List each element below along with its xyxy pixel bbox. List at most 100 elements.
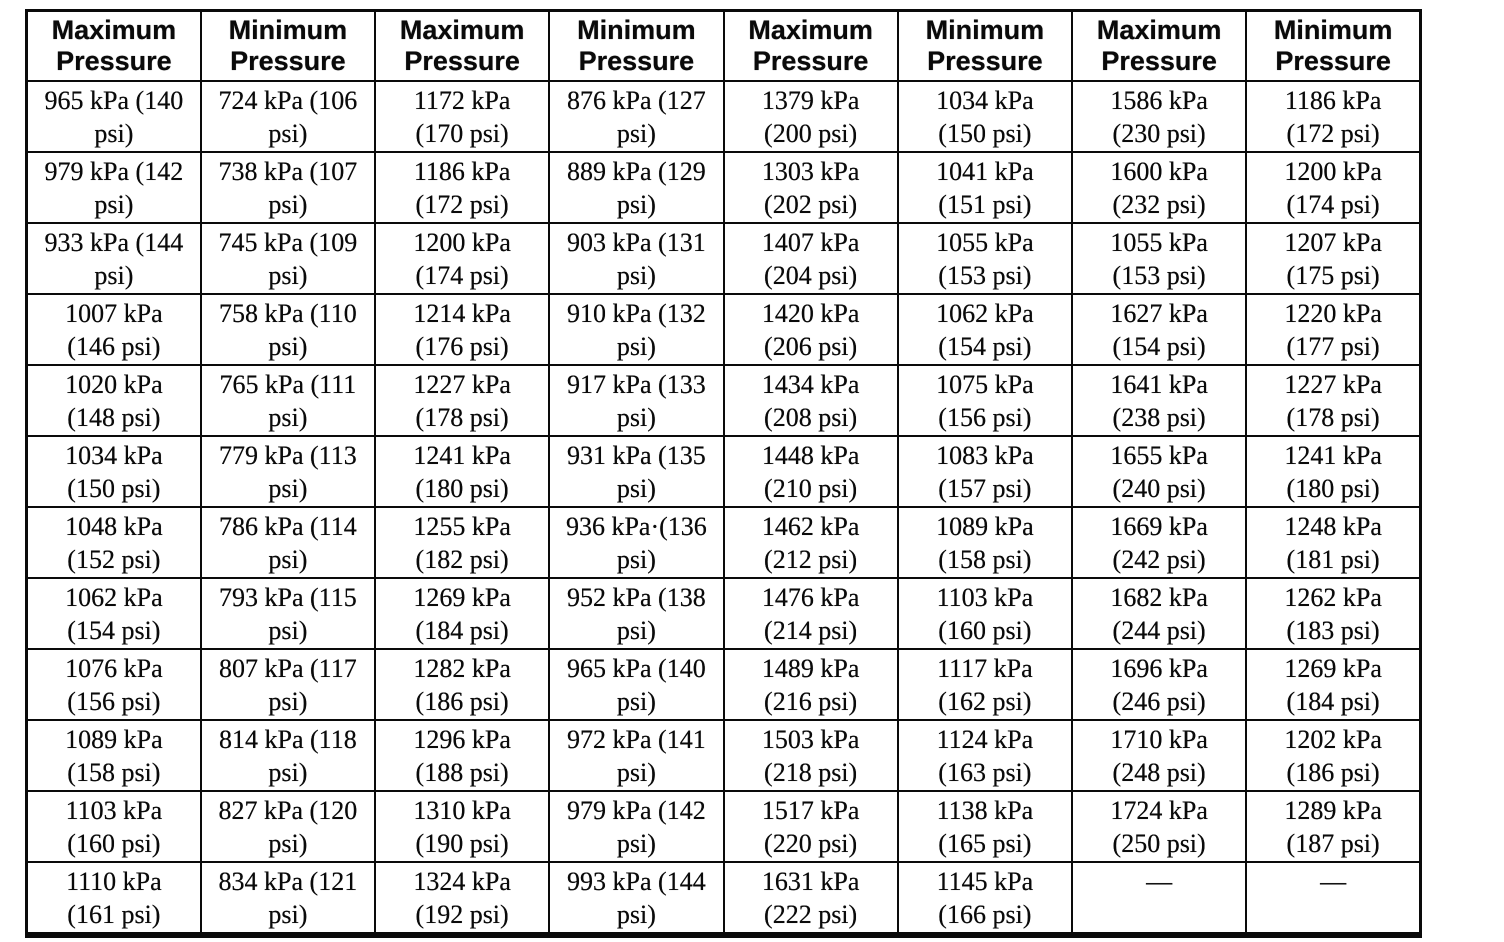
pressure-table-body: 965 kPa (140 psi) 724 kPa (106 psi) 1172 k… bbox=[25, 80, 1422, 936]
table-cell: 1641 kPa (238 psi) bbox=[1070, 364, 1248, 437]
table-cell: 1007 kPa (146 psi) bbox=[25, 293, 202, 366]
table-cell: 1517 kPa (220 psi) bbox=[722, 790, 899, 863]
column-header: Minimum Pressure bbox=[896, 9, 1074, 82]
table-cell: 1048 kPa (152 psi) bbox=[25, 506, 202, 579]
column-header: Maximum Pressure bbox=[373, 9, 551, 82]
table-row: 1034 kPa (150 psi) 779 kPa (113 psi) 1241 … bbox=[25, 435, 1422, 508]
table-cell: 1172 kPa (170 psi) bbox=[373, 80, 551, 153]
table-row: 1048 kPa (152 psi) 786 kPa (114 psi) 1255 … bbox=[25, 506, 1422, 579]
column-header: Maximum Pressure bbox=[722, 9, 899, 82]
table-row: 1103 kPa (160 psi) 827 kPa (120 psi) 1310 … bbox=[25, 790, 1422, 863]
table-cell: 1241 kPa (180 psi) bbox=[1245, 435, 1422, 508]
table-cell: 1034 kPa (150 psi) bbox=[896, 80, 1074, 153]
table-cell: 1062 kPa (154 psi) bbox=[896, 293, 1074, 366]
table-cell: 1227 kPa (178 psi) bbox=[1245, 364, 1422, 437]
table-cell: 1476 kPa (214 psi) bbox=[722, 577, 899, 650]
table-cell: 1076 kPa (156 psi) bbox=[25, 648, 202, 721]
table-cell: 834 kPa (121 psi) bbox=[199, 861, 377, 936]
table-cell: 724 kPa (106 psi) bbox=[199, 80, 377, 153]
table-cell: 1269 kPa (184 psi) bbox=[1245, 648, 1422, 721]
column-header: Minimum Pressure bbox=[548, 9, 725, 82]
table-cell: 738 kPa (107 psi) bbox=[199, 151, 377, 224]
table-cell: 1586 kPa (230 psi) bbox=[1070, 80, 1248, 153]
table-cell: 1207 kPa (175 psi) bbox=[1245, 222, 1422, 295]
table-cell: 1034 kPa (150 psi) bbox=[25, 435, 202, 508]
column-header: Minimum Pressure bbox=[1245, 9, 1422, 82]
table-row: 1110 kPa (161 psi) 834 kPa (121 psi) 1324 … bbox=[25, 861, 1422, 936]
table-cell: 1269 kPa (184 psi) bbox=[373, 577, 551, 650]
table-row: 1089 kPa (158 psi) 814 kPa (118 psi) 1296 … bbox=[25, 719, 1422, 792]
table-cell: 1379 kPa (200 psi) bbox=[722, 80, 899, 153]
table-cell: 1055 kPa (153 psi) bbox=[1070, 222, 1248, 295]
table-cell: 965 kPa (140 psi) bbox=[25, 80, 202, 153]
table-cell: 1103 kPa (160 psi) bbox=[896, 577, 1074, 650]
table-cell: 936 kPa·(136 psi) bbox=[548, 506, 725, 579]
table-cell: 952 kPa (138 psi) bbox=[548, 577, 725, 650]
table-cell: 1682 kPa (244 psi) bbox=[1070, 577, 1248, 650]
table-cell: 1186 kPa (172 psi) bbox=[1245, 80, 1422, 153]
table-cell: 1600 kPa (232 psi) bbox=[1070, 151, 1248, 224]
table-cell: 1041 kPa (151 psi) bbox=[896, 151, 1074, 224]
table-cell: 1200 kPa (174 psi) bbox=[1245, 151, 1422, 224]
table-cell: 1262 kPa (183 psi) bbox=[1245, 577, 1422, 650]
table-cell: 1627 kPa (154 psi) bbox=[1070, 293, 1248, 366]
table-cell: 1110 kPa (161 psi) bbox=[25, 861, 202, 936]
column-header: Maximum Pressure bbox=[1070, 9, 1248, 82]
table-cell: 1227 kPa (178 psi) bbox=[373, 364, 551, 437]
table-cell: 1124 kPa (163 psi) bbox=[896, 719, 1074, 792]
table-cell: 1434 kPa (208 psi) bbox=[722, 364, 899, 437]
table-cell: 1289 kPa (187 psi) bbox=[1245, 790, 1422, 863]
pressure-table: Maximum Pressure Minimum Pressure Maximum … bbox=[25, 9, 1422, 938]
table-cell: 1089 kPa (158 psi) bbox=[25, 719, 202, 792]
table-cell: 758 kPa (110 psi) bbox=[199, 293, 377, 366]
column-header: Minimum Pressure bbox=[199, 9, 377, 82]
table-cell: 1407 kPa (204 psi) bbox=[722, 222, 899, 295]
table-cell: 1303 kPa (202 psi) bbox=[722, 151, 899, 224]
table-cell: 1669 kPa (242 psi) bbox=[1070, 506, 1248, 579]
table-cell: 1489 kPa (216 psi) bbox=[722, 648, 899, 721]
table-cell: 1710 kPa (248 psi) bbox=[1070, 719, 1248, 792]
table-cell: 1503 kPa (218 psi) bbox=[722, 719, 899, 792]
table-cell: — bbox=[1245, 861, 1422, 936]
header-row: Maximum Pressure Minimum Pressure Maximum … bbox=[25, 9, 1422, 82]
table-cell: 1420 kPa (206 psi) bbox=[722, 293, 899, 366]
table-cell: 1214 kPa (176 psi) bbox=[373, 293, 551, 366]
table-cell: 910 kPa (132 psi) bbox=[548, 293, 725, 366]
table-cell: 889 kPa (129 psi) bbox=[548, 151, 725, 224]
table-cell: 814 kPa (118 psi) bbox=[199, 719, 377, 792]
table-cell: 876 kPa (127 psi) bbox=[548, 80, 725, 153]
table-cell: 786 kPa (114 psi) bbox=[199, 506, 377, 579]
table-cell: 979 kPa (142 psi) bbox=[548, 790, 725, 863]
table-cell: 1724 kPa (250 psi) bbox=[1070, 790, 1248, 863]
table-row: 1062 kPa (154 psi) 793 kPa (115 psi) 1269 … bbox=[25, 577, 1422, 650]
table-cell: — bbox=[1070, 861, 1248, 936]
table-cell: 933 kPa (144 psi) bbox=[25, 222, 202, 295]
table-row: 1020 kPa (148 psi) 765 kPa (111 psi) 1227 … bbox=[25, 364, 1422, 437]
table-cell: 1075 kPa (156 psi) bbox=[896, 364, 1074, 437]
table-cell: 765 kPa (111 psi) bbox=[199, 364, 377, 437]
table-cell: 1062 kPa (154 psi) bbox=[25, 577, 202, 650]
table-cell: 1220 kPa (177 psi) bbox=[1245, 293, 1422, 366]
table-cell: 1103 kPa (160 psi) bbox=[25, 790, 202, 863]
table-row: 979 kPa (142 psi) 738 kPa (107 psi) 1186 k… bbox=[25, 151, 1422, 224]
table-cell: 1310 kPa (190 psi) bbox=[373, 790, 551, 863]
table-cell: 1202 kPa (186 psi) bbox=[1245, 719, 1422, 792]
table-cell: 745 kPa (109 psi) bbox=[199, 222, 377, 295]
table-cell: 993 kPa (144 psi) bbox=[548, 861, 725, 936]
table-cell: 1117 kPa (162 psi) bbox=[896, 648, 1074, 721]
table-cell: 931 kPa (135 psi) bbox=[548, 435, 725, 508]
table-cell: 1200 kPa (174 psi) bbox=[373, 222, 551, 295]
table-cell: 1145 kPa (166 psi) bbox=[896, 861, 1074, 936]
table-cell: 1083 kPa (157 psi) bbox=[896, 435, 1074, 508]
table-cell: 917 kPa (133 psi) bbox=[548, 364, 725, 437]
table-cell: 1631 kPa (222 psi) bbox=[722, 861, 899, 936]
table-cell: 965 kPa (140 psi) bbox=[548, 648, 725, 721]
pressure-table-head: Maximum Pressure Minimum Pressure Maximum … bbox=[25, 9, 1422, 82]
table-cell: 1055 kPa (153 psi) bbox=[896, 222, 1074, 295]
table-row: 1007 kPa (146 psi) 758 kPa (110 psi) 1214 … bbox=[25, 293, 1422, 366]
table-cell: 779 kPa (113 psi) bbox=[199, 435, 377, 508]
table-cell: 903 kPa (131 psi) bbox=[548, 222, 725, 295]
table-cell: 793 kPa (115 psi) bbox=[199, 577, 377, 650]
table-cell: 1296 kPa (188 psi) bbox=[373, 719, 551, 792]
